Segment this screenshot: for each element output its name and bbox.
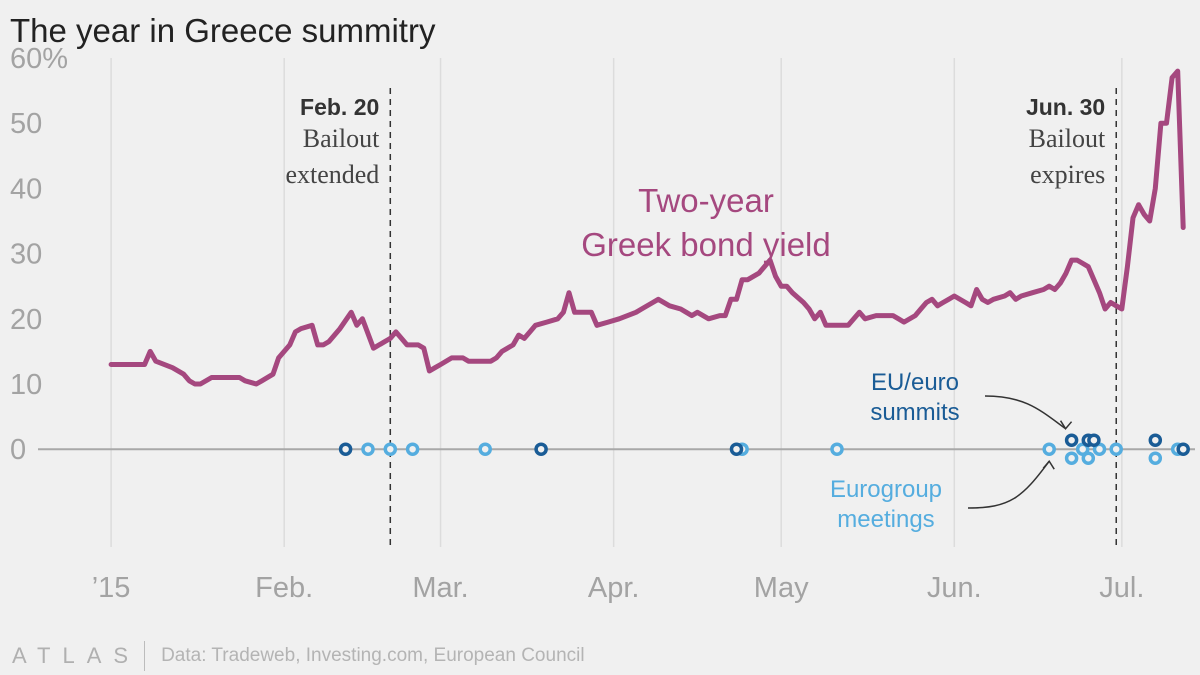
eurogroup-label: meetings <box>837 506 934 533</box>
summit-marker <box>534 442 548 456</box>
summit-marker <box>729 442 744 456</box>
x-tick-label: Mar. <box>412 572 468 604</box>
series-label-line: Greek bond yield <box>581 226 830 263</box>
eurogroup-marker <box>830 442 844 456</box>
y-tick-label: 60% <box>10 43 68 75</box>
y-tick-label: 10 <box>10 369 42 401</box>
y-tick-label: 20 <box>10 304 42 336</box>
eurogroup-marker <box>1092 442 1107 456</box>
y-tick-label: 50 <box>10 108 42 140</box>
eurogroup-marker <box>1064 451 1079 465</box>
eurogroup-marker <box>1081 451 1096 465</box>
y-tick-label: 0 <box>10 434 26 466</box>
chart-title: The year in Greece summitry <box>10 12 436 49</box>
event-date-label: Jun. 30 <box>1026 94 1105 120</box>
summit-marker <box>1176 442 1190 456</box>
x-tick-label: ’15 <box>92 572 131 604</box>
eurogroup-marker <box>1148 451 1163 465</box>
x-tick-label: May <box>754 572 809 604</box>
y-tick-label: 40 <box>10 173 42 205</box>
bond-yield-line <box>108 68 1186 387</box>
eurogroup-marker <box>383 442 398 456</box>
event-description: expires <box>1030 160 1105 189</box>
event-description: Bailout <box>303 124 380 153</box>
summits-label: summits <box>870 399 959 426</box>
marker-annotations: EU/euro summits Eurogroup meetings <box>830 369 1073 533</box>
eurogroup-marker <box>1109 442 1123 456</box>
eurogroup-arrowhead <box>1042 459 1055 470</box>
summits-arrow <box>984 395 1067 430</box>
eurogroup-arrow <box>967 460 1050 509</box>
eurogroup-marker <box>361 442 375 456</box>
series-label-line: Two-year <box>638 182 774 219</box>
x-axis-ticks: ’15 Feb. Mar. Apr. May Jun. Jul. <box>92 572 1145 604</box>
event-lines: Feb. 20 Bailout extended Jun. 30 Bailout expi… <box>285 88 1117 547</box>
eurogroup-marker <box>405 442 420 456</box>
footer-divider <box>144 641 146 671</box>
y-axis-ticks: 0 10 20 30 40 50 60% <box>10 43 68 466</box>
event-date-label: Feb. 20 <box>300 94 379 120</box>
eurogroup-marker <box>1075 442 1090 456</box>
x-tick-label: Jul. <box>1099 572 1144 604</box>
x-tick-label: Feb. <box>255 572 313 604</box>
meeting-markers <box>338 433 1190 465</box>
grid-lines <box>110 58 1123 547</box>
summit-marker <box>338 442 353 456</box>
summits-arrowhead <box>1059 420 1073 430</box>
event-description: Bailout <box>1029 124 1106 153</box>
eurogroup-marker <box>478 442 492 456</box>
bond-yield-label: Two-year Greek bond yield <box>581 182 830 263</box>
y-tick-label: 30 <box>10 239 42 271</box>
event-description: extended <box>285 160 379 189</box>
summits-label: EU/euro <box>871 369 959 396</box>
chart-canvas: 0 10 20 30 40 50 60% ’15 Feb. Mar. Apr. May Jun. Jul… <box>10 43 1195 604</box>
summit-marker <box>1087 433 1101 447</box>
x-tick-label: Apr. <box>588 572 640 604</box>
x-tick-label: Jun. <box>927 572 982 604</box>
eurogroup-label: Eurogroup <box>830 476 942 503</box>
eurogroup-marker <box>1042 442 1056 456</box>
source-note: Data: Tradeweb, Investing.com, European … <box>161 645 585 666</box>
summit-marker <box>1148 433 1163 447</box>
chart-footer: ATLAS Data: Tradeweb, Investing.com, Eur… <box>12 641 585 671</box>
atlas-logo: ATLAS <box>12 643 141 668</box>
summit-marker <box>1064 433 1079 447</box>
